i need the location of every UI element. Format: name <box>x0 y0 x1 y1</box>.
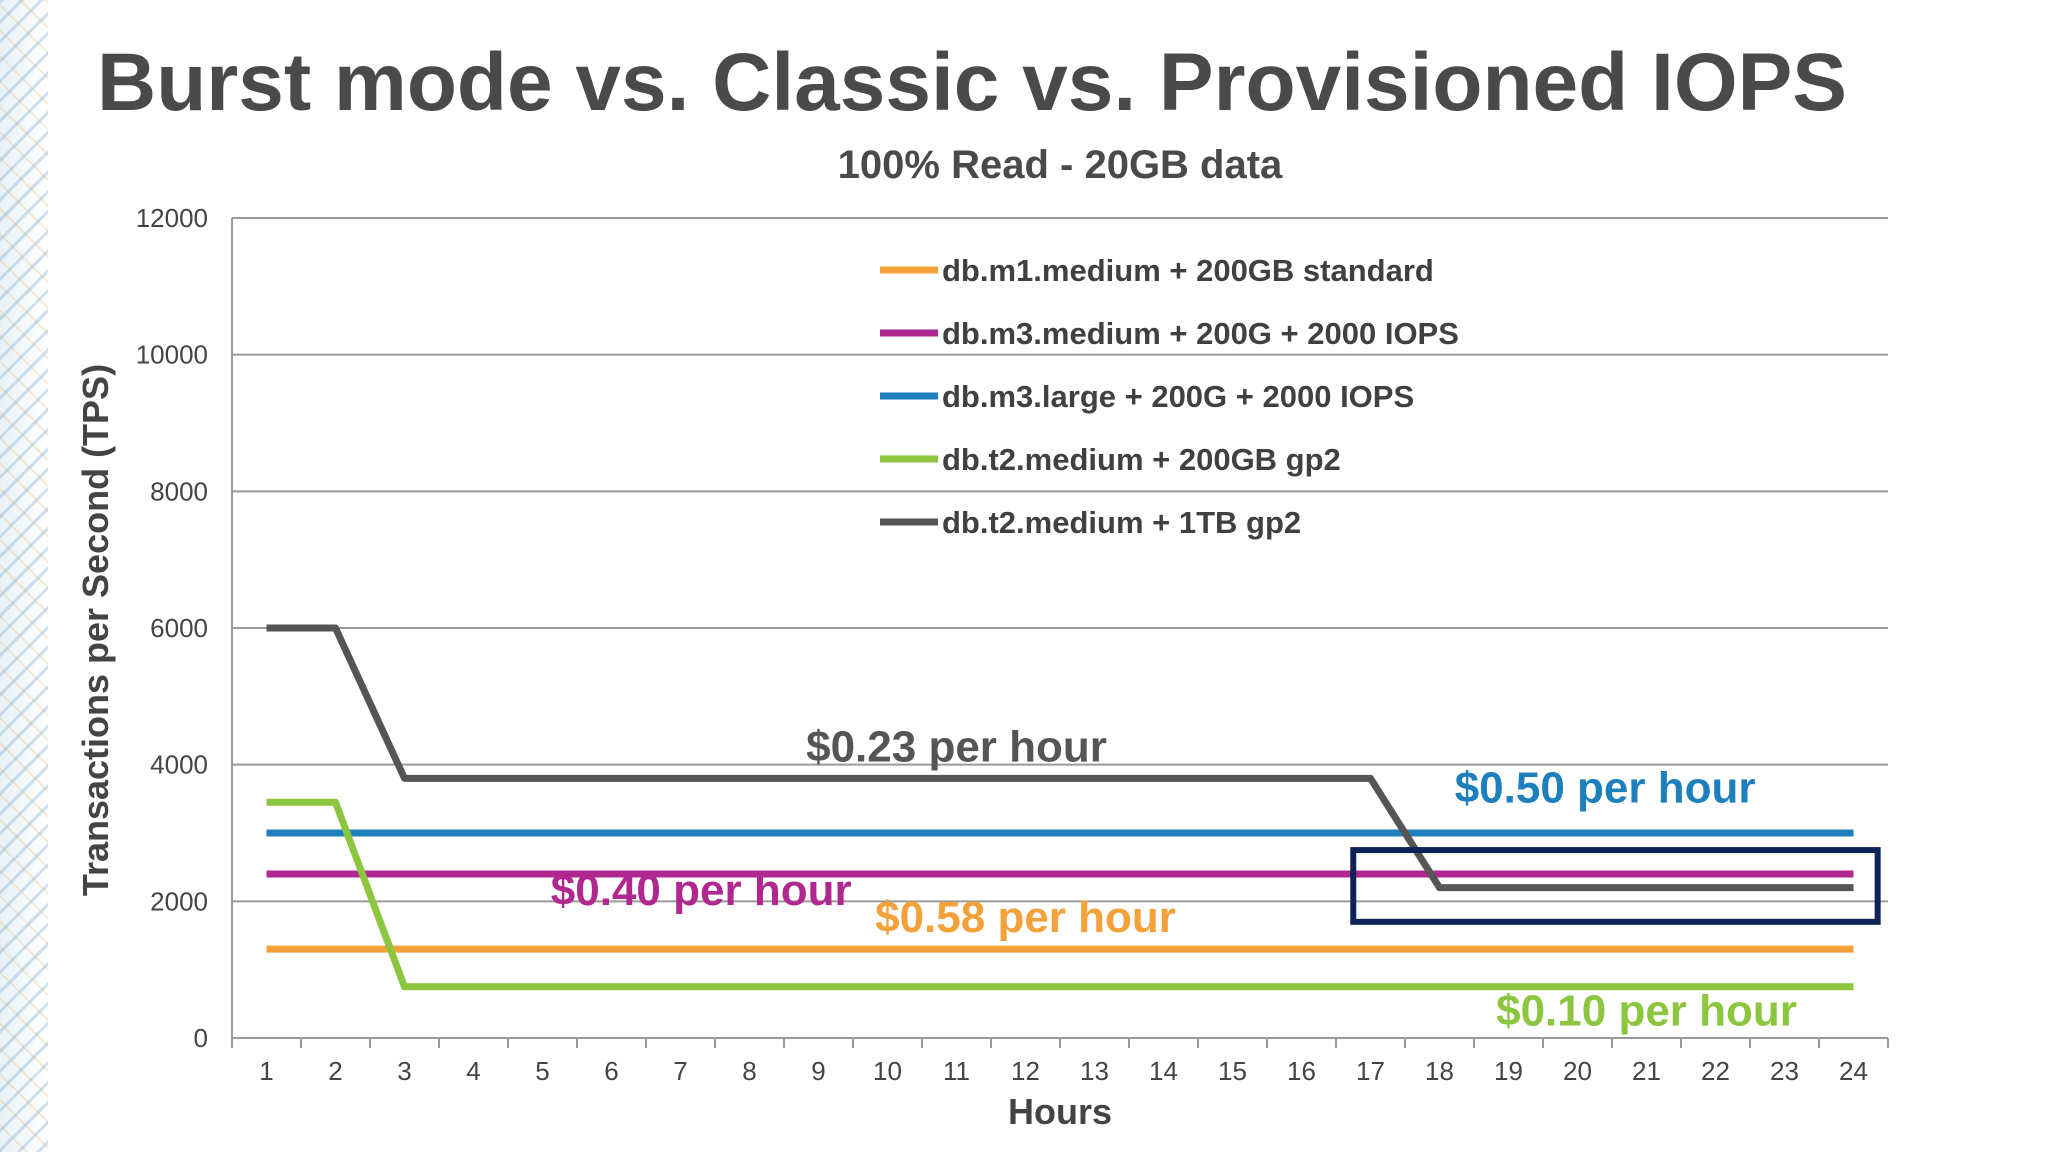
x-tick-label-12: 12 <box>1011 1056 1040 1086</box>
x-tick-label-14: 14 <box>1149 1056 1178 1086</box>
x-tick-label-2: 2 <box>328 1056 342 1086</box>
x-tick-label-22: 22 <box>1701 1056 1730 1086</box>
slide-title: Burst mode vs. Classic vs. Provisioned I… <box>97 37 1847 128</box>
x-tick-label-15: 15 <box>1218 1056 1247 1086</box>
price-annotation-5: $0.10 per hour <box>1496 987 1797 1036</box>
x-tick-label-4: 4 <box>466 1056 480 1086</box>
x-tick-label-5: 5 <box>535 1056 549 1086</box>
x-tick-label-24: 24 <box>1839 1056 1868 1086</box>
y-tick-label-10000: 10000 <box>136 340 208 370</box>
price-annotation-3: $0.40 per hour <box>551 866 852 915</box>
x-tick-label-3: 3 <box>397 1056 411 1086</box>
price-annotation-4: $0.58 per hour <box>875 893 1176 942</box>
legend-label-4: db.t2.medium + 200GB gp2 <box>942 442 1341 477</box>
y-tick-label-2000: 2000 <box>150 886 208 916</box>
legend-label-5: db.t2.medium + 1TB gp2 <box>942 505 1301 540</box>
y-tick-label-8000: 8000 <box>150 476 208 506</box>
x-tick-label-23: 23 <box>1770 1056 1799 1086</box>
x-tick-label-10: 10 <box>873 1056 902 1086</box>
y-axis-title: Transactions per Second (TPS) <box>75 364 116 896</box>
series-line-4 <box>266 798 1854 991</box>
x-tick-label-1: 1 <box>259 1056 273 1086</box>
x-tick-label-6: 6 <box>604 1056 618 1086</box>
x-tick-label-8: 8 <box>742 1056 756 1086</box>
x-tick-label-20: 20 <box>1563 1056 1592 1086</box>
series-line-5 <box>266 624 1854 892</box>
x-tick-label-21: 21 <box>1632 1056 1661 1086</box>
x-tick-label-11: 11 <box>943 1056 970 1086</box>
legend-label-1: db.m1.medium + 200GB standard <box>942 253 1434 288</box>
x-tick-label-18: 18 <box>1425 1056 1454 1086</box>
x-tick-label-9: 9 <box>811 1056 825 1086</box>
y-tick-label-4000: 4000 <box>150 750 208 780</box>
x-tick-label-13: 13 <box>1080 1056 1109 1086</box>
chart-legend: db.m1.medium + 200GB standard db.m3.mediu… <box>880 253 1459 540</box>
x-tick-label-19: 19 <box>1494 1056 1523 1086</box>
chart-title: 100% Read - 20GB data <box>838 143 1283 187</box>
price-annotation-1: $0.23 per hour <box>806 722 1107 771</box>
legend-label-2: db.m3.medium + 200G + 2000 IOPS <box>942 316 1459 351</box>
highlight-box <box>1350 847 1881 925</box>
chart-gridlines <box>232 217 1888 903</box>
decorative-edge-pattern <box>0 0 48 1152</box>
x-axis-title: Hours <box>1008 1091 1112 1132</box>
legend-label-3: db.m3.large + 200G + 2000 IOPS <box>942 379 1414 414</box>
y-tick-label-12000: 12000 <box>136 203 208 233</box>
y-tick-label-6000: 6000 <box>150 613 208 643</box>
price-annotation-2: $0.50 per hour <box>1455 763 1756 812</box>
chart-series <box>266 624 1881 991</box>
x-tick-label-17: 17 <box>1356 1056 1385 1086</box>
x-tick-label-16: 16 <box>1287 1056 1316 1086</box>
y-tick-label-0: 0 <box>194 1023 208 1053</box>
x-tick-label-7: 7 <box>673 1056 687 1086</box>
chart-annotations: $0.23 per hour $0.50 per hour $0.40 per ho… <box>551 722 1797 1035</box>
